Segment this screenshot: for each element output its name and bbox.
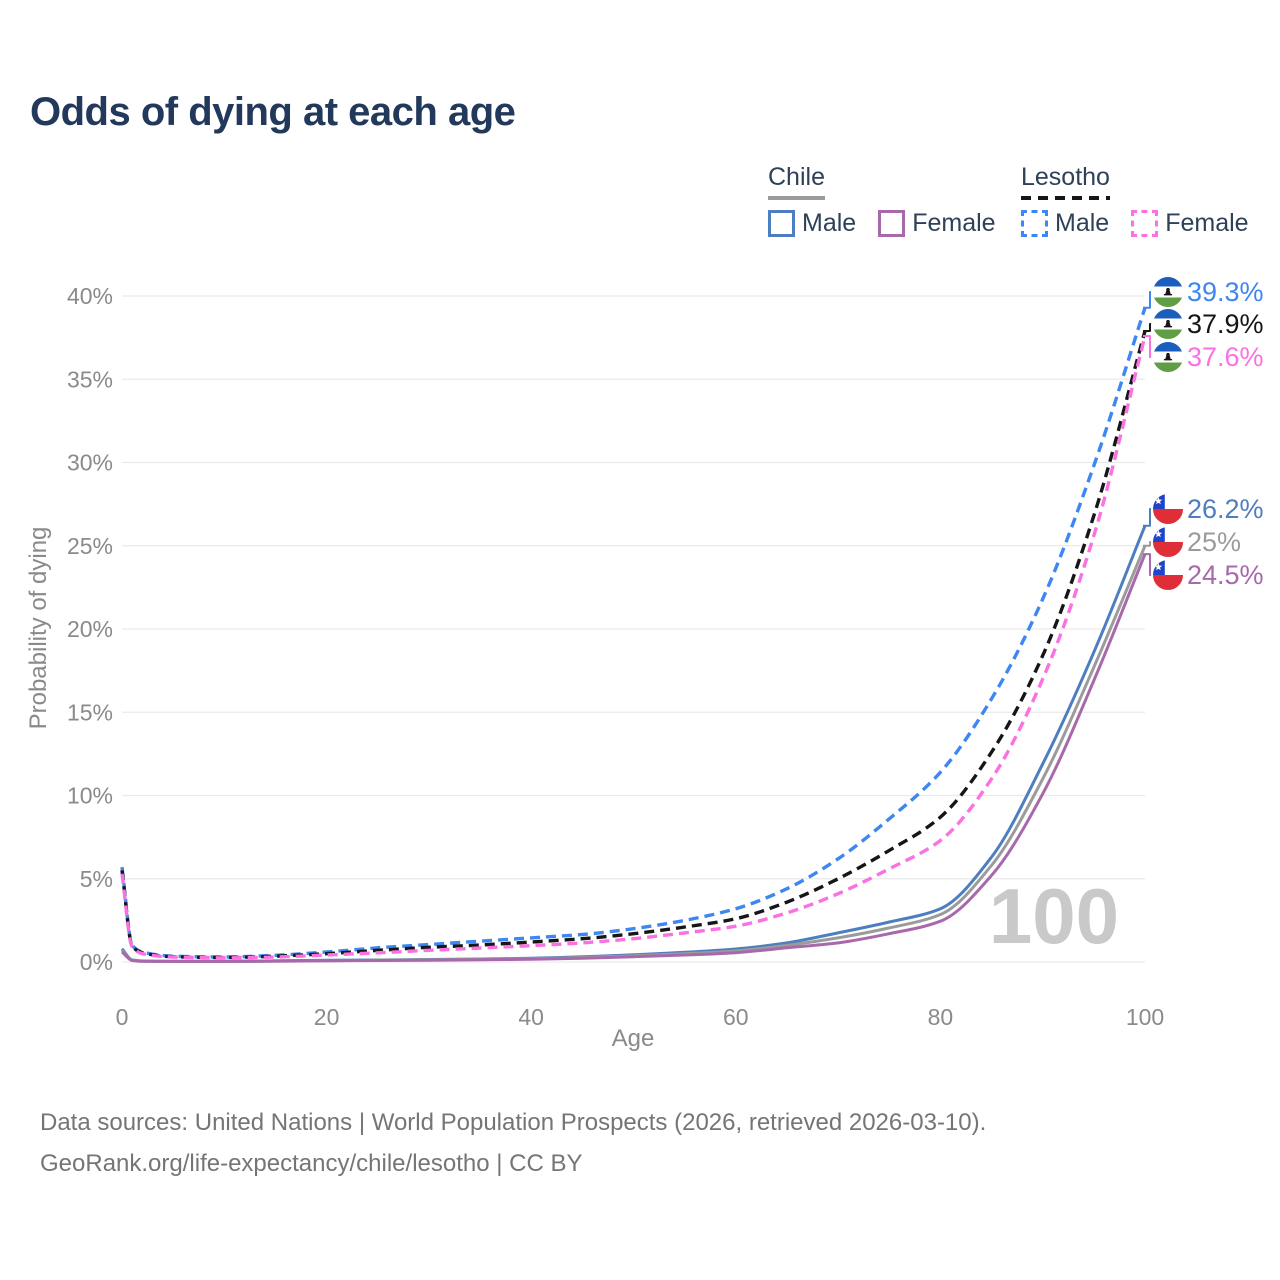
end-label-flags <box>1151 275 1185 592</box>
y-tick-label: 20% <box>67 616 113 642</box>
lesotho-male-swatch-icon <box>1021 210 1048 237</box>
y-axis-tick-labels: 0% 5% 10% 15% 20% 25% 30% 35% 40% <box>67 283 113 975</box>
x-tick-label: 80 <box>928 1004 954 1030</box>
age-watermark: 100 <box>989 872 1119 960</box>
y-tick-label: 25% <box>67 533 113 559</box>
end-value-label-lesotho-female: 37.6% <box>1187 342 1264 372</box>
page-title: Odds of dying at each age <box>30 90 516 134</box>
legend-item-label: Male <box>1055 209 1110 237</box>
end-label-connector <box>1143 291 1152 309</box>
footer: Data sources: United Nations | World Pop… <box>40 1102 1240 1184</box>
x-tick-label: 0 <box>116 1004 129 1030</box>
chile-line-style-swatch <box>768 196 825 200</box>
end-label-connector <box>1143 541 1152 547</box>
end-label-connector <box>1143 508 1152 527</box>
chile-female-swatch-icon <box>878 210 906 237</box>
y-tick-label: 40% <box>67 283 113 309</box>
end-value-label-lesotho-both-sexes: 37.9% <box>1187 309 1264 339</box>
legend-group-chile: Chile Male Female <box>768 163 1018 238</box>
legend-country-lesotho[interactable]: Lesotho <box>1021 163 1110 191</box>
lesotho-female-swatch-icon <box>1131 210 1159 237</box>
lesotho-line-style-swatch <box>1021 196 1110 200</box>
series-line-lesotho-male[interactable] <box>120 307 1147 959</box>
gridlines <box>122 295 1145 963</box>
chart-canvas: 100 0% 5% 10% 15% 20% 25% 30% 35% 40% 0 20 40 60 80 1… <box>25 275 1264 1052</box>
end-value-label-chile-both-sexes: 25% <box>1187 527 1241 557</box>
y-tick-label: 0% <box>80 949 113 975</box>
x-tick-label: 60 <box>723 1004 749 1030</box>
end-label-connector <box>1143 335 1152 358</box>
series-line-lesotho-female[interactable] <box>120 335 1147 960</box>
legend-item-lesotho-female[interactable]: Female <box>1131 209 1249 238</box>
y-axis-title: Probability of dying <box>25 527 52 730</box>
end-value-label-lesotho-male: 39.3% <box>1187 277 1264 307</box>
legend-group-lesotho: Lesotho Male Female <box>1021 163 1271 238</box>
data-sources-text: Data sources: United Nations | World Pop… <box>40 1109 987 1136</box>
y-tick-label: 30% <box>67 450 113 476</box>
y-tick-label: 35% <box>67 366 113 392</box>
end-value-label-chile-female: 24.5% <box>1187 560 1264 590</box>
legend-item-label: Male <box>802 209 857 237</box>
y-tick-label: 5% <box>80 866 113 892</box>
end-label-connector <box>1143 323 1152 332</box>
series-line-chile-female[interactable] <box>121 553 1147 963</box>
x-tick-label: 40 <box>518 1004 544 1030</box>
x-axis-tick-labels: 0 20 40 60 80 100 <box>116 1004 1165 1030</box>
source-link[interactable]: GeoRank.org/life-expectancy/chile/lesoth… <box>40 1150 583 1177</box>
legend-item-chile-male[interactable]: Male <box>768 209 856 238</box>
legend-item-chile-female[interactable]: Female <box>878 209 996 238</box>
x-tick-label: 20 <box>314 1004 340 1030</box>
x-axis-title: Age <box>612 1025 655 1052</box>
y-tick-label: 10% <box>67 783 113 809</box>
legend-country-chile[interactable]: Chile <box>768 163 825 191</box>
legend-item-label: Female <box>1165 209 1249 237</box>
x-tick-label: 100 <box>1126 1004 1164 1030</box>
chile-male-swatch-icon <box>768 210 795 237</box>
legend-item-label: Female <box>912 209 996 237</box>
y-tick-label: 15% <box>67 699 113 725</box>
legend-item-lesotho-male[interactable]: Male <box>1021 209 1109 238</box>
end-label-values: 39.3%37.9%37.6% 26.2%25%24.5% <box>1187 277 1264 590</box>
series-lines <box>120 307 1147 963</box>
end-value-label-chile-male: 26.2% <box>1187 494 1264 524</box>
